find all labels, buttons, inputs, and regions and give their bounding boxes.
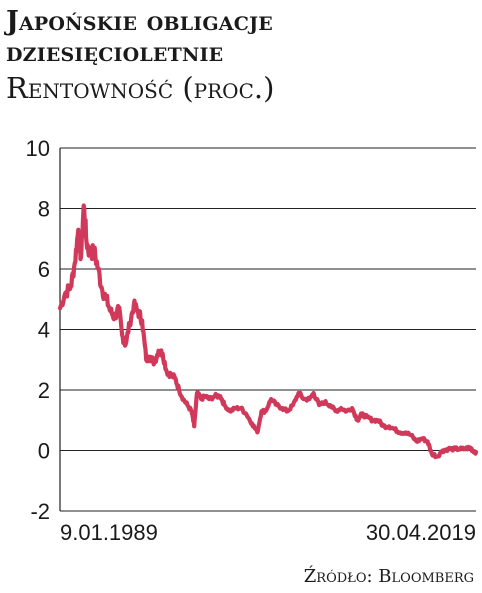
y-tick-label: -2 — [30, 499, 50, 524]
y-tick-label: 10 — [26, 136, 50, 161]
chart-subtitle: Rentowność (proc.) — [6, 71, 275, 105]
y-tick-label: 2 — [38, 378, 50, 403]
y-tick-label: 8 — [38, 197, 50, 222]
y-tick-label: 0 — [38, 439, 50, 464]
x-tick-label: 30.04.2019 — [366, 520, 476, 545]
x-tick-label: 9.01.1989 — [60, 520, 158, 545]
y-tick-label: 4 — [38, 318, 50, 343]
y-tick-label: 6 — [38, 257, 50, 282]
chart-title: Japońskie obligacje dziesięcioletnie — [6, 6, 273, 68]
source-note: Źródło: Bloomberg — [303, 566, 474, 587]
line-chart: 10 8 6 4 2 0 -2 9.01.1989 30.04.2019 — [26, 136, 479, 545]
series-line — [57, 203, 479, 460]
